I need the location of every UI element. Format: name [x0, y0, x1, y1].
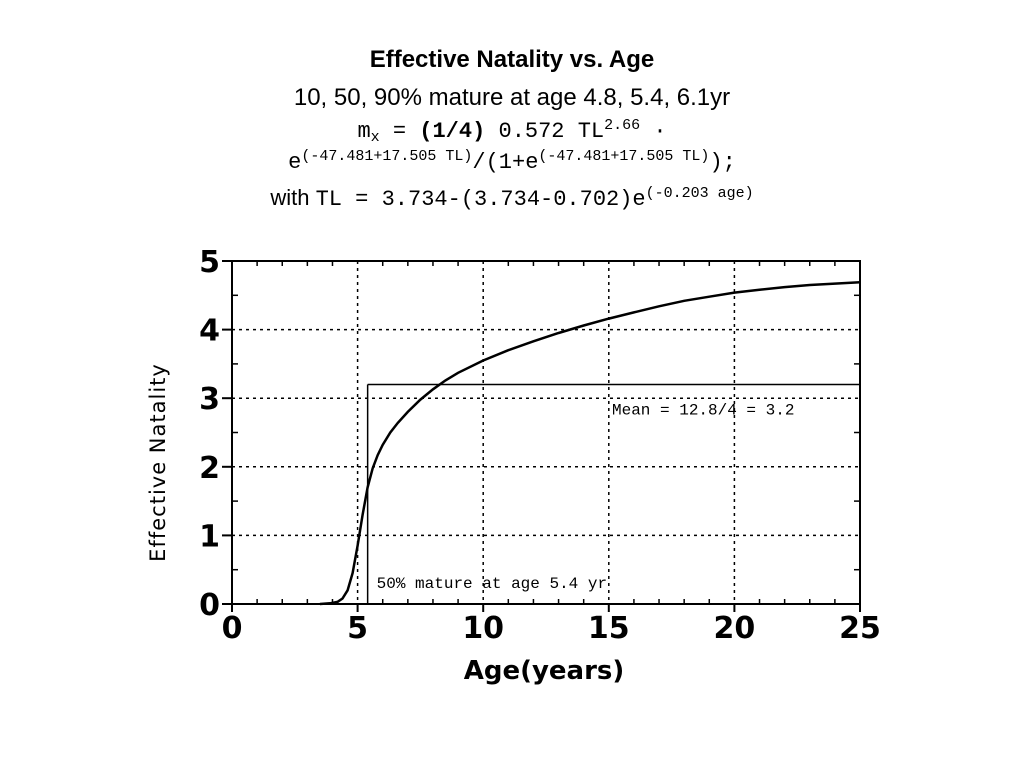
x-tick-label: 15 [588, 611, 630, 646]
natality-curve [319, 281, 861, 606]
x-tick-label: 0 [222, 611, 243, 646]
y-tick-label: 2 [199, 451, 220, 486]
chart-labels: 0 5 10 15 20 25 0 1 2 3 4 5 Mean = 12.8/4 = 3.2 50% m… [146, 245, 881, 686]
formula-denominator: /(1+e [472, 150, 539, 175]
chart-grid [232, 261, 860, 604]
formula-e1: e [288, 150, 302, 175]
formula-tl-definition: TL = 3.734-(3.734-0.702)e [315, 187, 646, 212]
formula-close: ); [709, 150, 736, 175]
y-tick-label: 3 [199, 382, 220, 417]
x-tick-label: 25 [839, 611, 881, 646]
y-axis-label: Effective Natality [146, 363, 170, 562]
plot-frame [231, 260, 861, 605]
y-tick-label: 4 [199, 314, 220, 349]
formula-exponent-2: (-47.481+17.505 TL) [538, 148, 710, 165]
formula-dot: · [640, 119, 667, 144]
x-tick-label: 20 [714, 611, 756, 646]
page-subtitle: 10, 50, 90% mature at age 4.8, 5.4, 6.1y… [293, 84, 731, 111]
formula-tl-exponent-age: (-0.203 age) [645, 185, 754, 202]
formula-with: with [270, 185, 316, 210]
formula-exponent-1: (-47.481+17.505 TL) [301, 148, 473, 165]
formula-line-2: e(-47.481+17.505 TL)/(1+e(-47.481+17.505… [0, 148, 1024, 175]
formula-tl-term: 0.572 TL [485, 119, 605, 144]
x-tick-label: 10 [462, 611, 504, 646]
formula-line-3: with TL = 3.734-(3.734-0.702)e(-0.203 ag… [0, 185, 1024, 212]
formula-line-1: mx = (1/4) 0.572 TL2.66 · [0, 117, 1024, 146]
formula-coefficient: (1/4) [419, 119, 486, 144]
x-tick-label: 5 [347, 611, 368, 646]
formula-m-subscript: x [370, 129, 380, 146]
chart-ticks [222, 260, 861, 612]
page-title: Effective Natality vs. Age [369, 46, 655, 73]
mean-label: Mean = 12.8/4 = 3.2 [612, 401, 794, 419]
y-tick-label: 1 [199, 519, 220, 554]
y-tick-label: 0 [199, 588, 220, 623]
y-tick-label: 5 [199, 245, 220, 280]
formula-tl-exponent: 2.66 [604, 117, 641, 134]
formula-m: m [357, 119, 371, 144]
formula-equals: = [379, 119, 420, 144]
x-axis-label: Age(years) [464, 656, 625, 686]
maturity-label: 50% mature at age 5.4 yr [377, 575, 607, 593]
reference-lines [366, 383, 860, 604]
